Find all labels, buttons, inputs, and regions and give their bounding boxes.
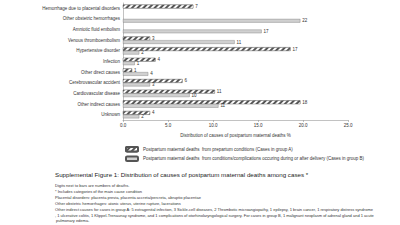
svg-text:4: 4	[150, 71, 153, 76]
svg-text:Distribution of causes of post: Distribution of causes of postpartum mat…	[180, 133, 291, 138]
svg-text:18: 18	[302, 100, 308, 105]
svg-text:Postpartum maternal deaths fr: Postpartum maternal deaths from conditio…	[143, 156, 365, 161]
svg-text:Other indirect causes: Other indirect causes	[77, 102, 120, 107]
svg-text:6: 6	[184, 78, 187, 83]
svg-text:10: 10	[192, 93, 198, 98]
svg-text:4: 4	[157, 57, 160, 62]
svg-text:Amniotic fluid embolism: Amniotic fluid embolism	[73, 27, 121, 32]
svg-text:11: 11	[220, 103, 225, 108]
svg-text:2: 2	[141, 114, 144, 119]
svg-text:7: 7	[195, 4, 198, 9]
svg-text:Venous thromboembolism: Venous thromboembolism	[68, 38, 120, 43]
svg-text:Infection: Infection	[103, 59, 121, 64]
svg-text:Cardiovascular disease: Cardiovascular disease	[73, 91, 120, 96]
svg-text:11: 11	[237, 40, 242, 45]
svg-text:3: 3	[152, 36, 155, 41]
svg-text:* Includes categories of the m: * Includes categories of the main cause …	[55, 189, 142, 194]
svg-text:17: 17	[292, 47, 298, 52]
svg-text:Hemorrhage due to placental di: Hemorrhage due to placental disorders	[42, 6, 121, 11]
svg-text:Other indirect causes for case: Other indirect causes for cases in group…	[55, 207, 374, 212]
svg-text:4: 4	[152, 110, 155, 115]
svg-text:1: 1	[134, 68, 137, 73]
svg-text:1: 1	[137, 61, 140, 66]
svg-text:Other direct causes: Other direct causes	[81, 70, 121, 75]
svg-text:Placental disorders: placenta: Placental disorders: placenta previa, pl…	[55, 195, 202, 200]
svg-text:Unknown: Unknown	[101, 112, 120, 117]
svg-text:2: 2	[141, 50, 144, 55]
svg-text:Hypertensive disorder: Hypertensive disorder	[76, 48, 120, 53]
svg-text:Other obstetric hemorrhages: Other obstetric hemorrhages	[63, 16, 121, 21]
svg-text:pulmonary edema.: pulmonary edema.	[55, 218, 89, 223]
svg-text:Supplemental Figure 1: Distrib: Supplemental Figure 1: Distribution of c…	[55, 171, 309, 178]
svg-text:15.0: 15.0	[254, 123, 263, 128]
svg-text:Digits next to bars are number: Digits next to bars are numbers of death…	[55, 183, 129, 188]
svg-text:3: 3	[152, 82, 155, 87]
svg-text:11: 11	[217, 89, 222, 94]
svg-text:22: 22	[302, 18, 308, 23]
svg-text:Other obstetric hemorrhages: a: Other obstetric hemorrhages: atonic uter…	[55, 201, 181, 206]
svg-text:20.0: 20.0	[299, 123, 308, 128]
svg-text:, 1 ulcerative colitis, 1 Klip: , 1 ulcerative colitis, 1 Klippel-Trenau…	[55, 213, 375, 218]
svg-text:Cerebrovascular accident: Cerebrovascular accident	[69, 80, 121, 85]
svg-text:0.0: 0.0	[120, 123, 127, 128]
svg-text:25.0: 25.0	[344, 123, 353, 128]
svg-text:Postpartum maternal deaths fr: Postpartum maternal deaths from prepartu…	[143, 147, 293, 152]
svg-text:5.0: 5.0	[165, 123, 172, 128]
svg-text:17: 17	[264, 29, 270, 34]
svg-text:10.0: 10.0	[209, 123, 218, 128]
